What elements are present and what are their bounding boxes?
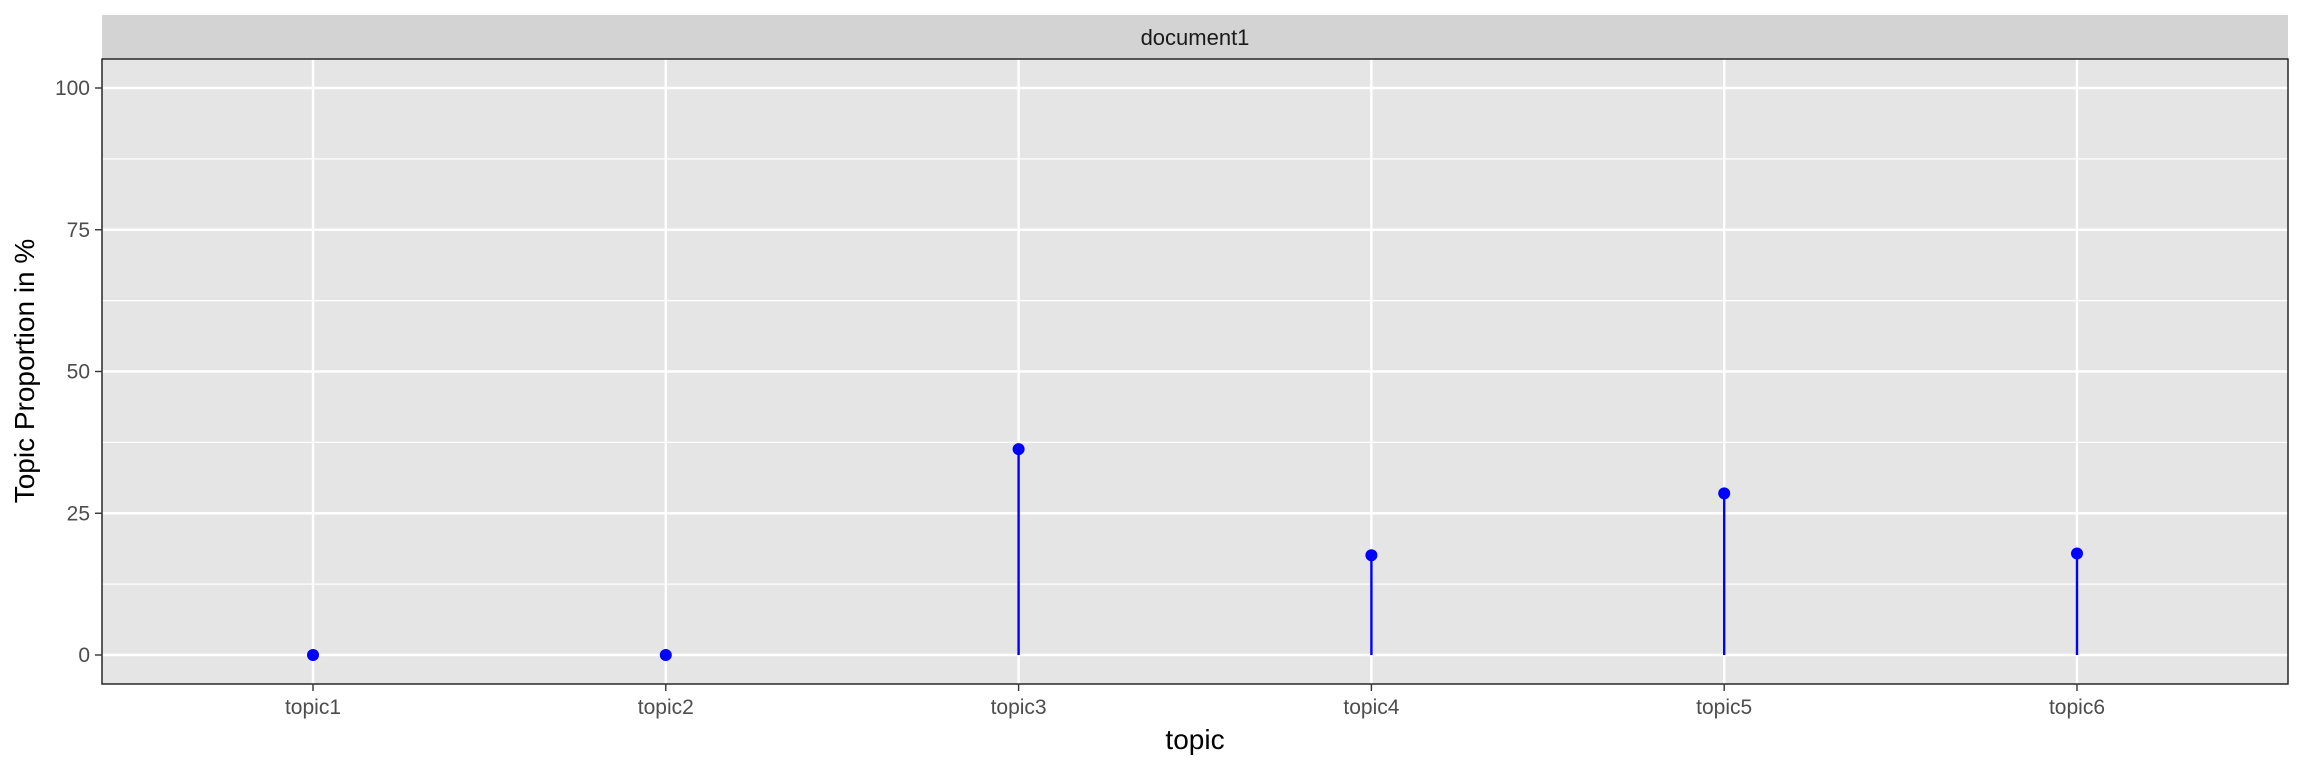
lollipop-point <box>1718 487 1731 500</box>
y-axis-title: Topic Proportion in % <box>9 239 40 504</box>
lollipop-points <box>307 443 2083 661</box>
x-tick-label: topic2 <box>638 696 694 719</box>
x-tick-label: topic3 <box>991 696 1047 719</box>
y-axis: 0 25 50 75 100 <box>55 77 102 667</box>
lollipop-point <box>1012 443 1025 456</box>
facet-strip <box>102 15 2288 59</box>
lollipop-point <box>659 649 672 661</box>
y-tick-label: 75 <box>67 219 90 242</box>
lollipop-stems <box>1017 449 2079 655</box>
x-tick-label: topic4 <box>1343 696 1399 719</box>
x-axis: topic1 topic2 topic3 topic4 topic5 topic6 <box>285 684 2105 719</box>
grid-lines <box>102 59 2288 684</box>
y-tick-label: 25 <box>67 502 90 525</box>
y-tick-label: 0 <box>78 644 90 667</box>
x-axis-title: topic <box>1165 724 1224 755</box>
x-tick-label: topic5 <box>1696 696 1752 719</box>
x-tick-label: topic6 <box>2049 696 2105 719</box>
y-tick-label: 100 <box>55 77 90 100</box>
lollipop-point <box>2071 547 2083 560</box>
lollipop-point <box>307 649 319 661</box>
facet-strip-label: document1 <box>1141 25 1250 50</box>
lollipop-point <box>1365 549 1378 562</box>
y-tick-label: 50 <box>67 361 90 384</box>
x-tick-label: topic1 <box>285 696 341 719</box>
